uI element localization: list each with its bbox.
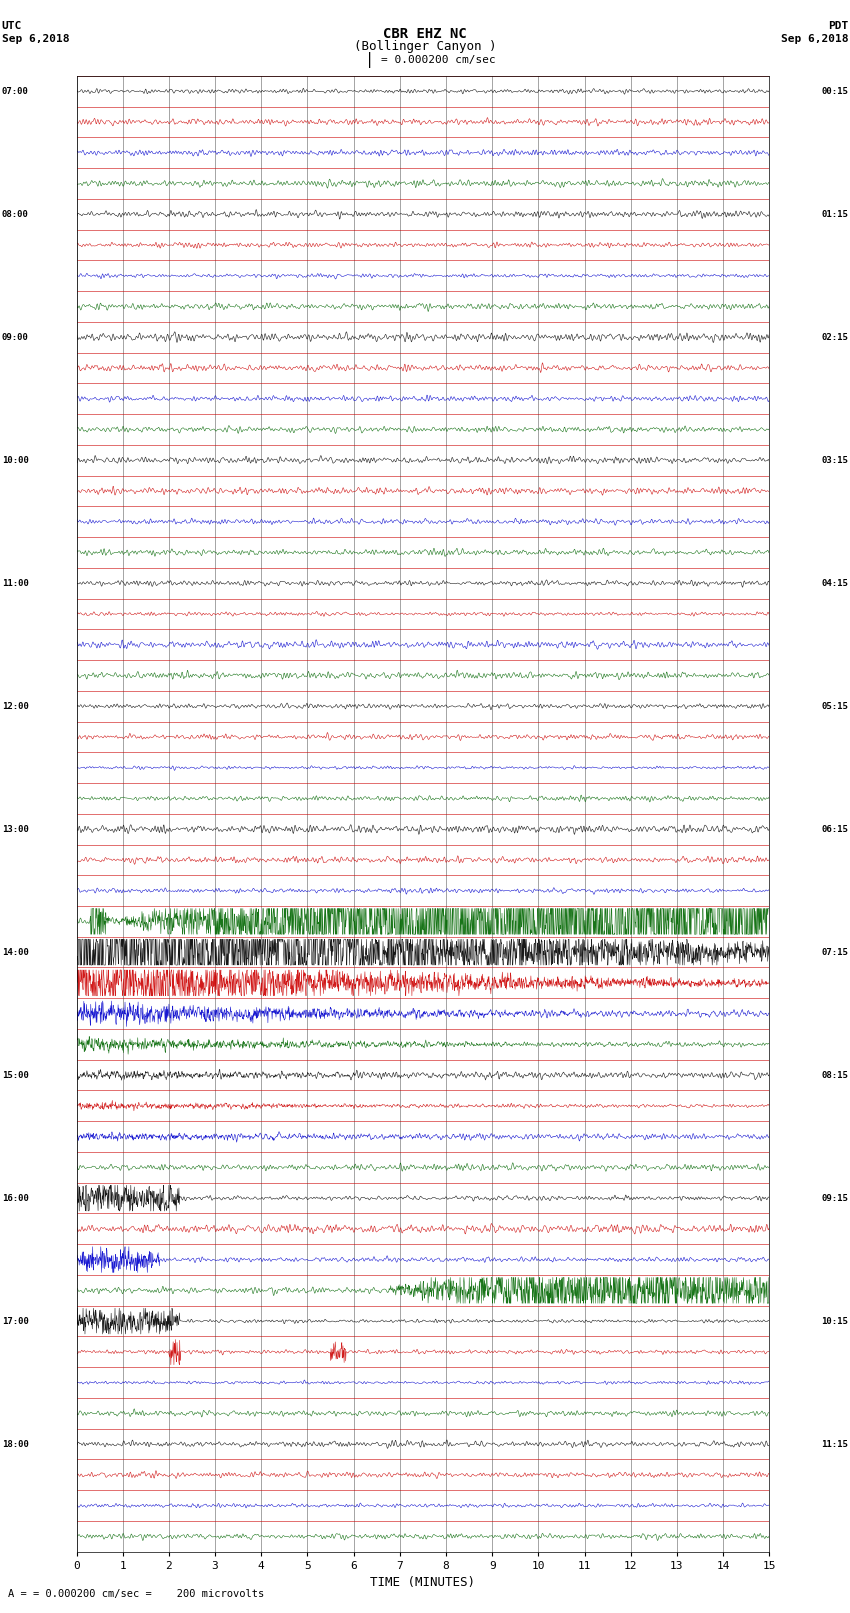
Text: 00:15: 00:15: [821, 87, 848, 95]
X-axis label: TIME (MINUTES): TIME (MINUTES): [371, 1576, 475, 1589]
Text: UTC: UTC: [2, 21, 22, 31]
Text: 01:15: 01:15: [821, 210, 848, 219]
Text: 14:00: 14:00: [2, 947, 29, 957]
Text: 06:15: 06:15: [821, 824, 848, 834]
Text: 11:15: 11:15: [821, 1439, 848, 1448]
Text: 10:15: 10:15: [821, 1316, 848, 1326]
Text: 16:00: 16:00: [2, 1194, 29, 1203]
Text: Sep 6,2018: Sep 6,2018: [781, 34, 848, 44]
Text: 09:15: 09:15: [821, 1194, 848, 1203]
Text: 11:00: 11:00: [2, 579, 29, 587]
Text: 04:15: 04:15: [821, 579, 848, 587]
Text: 10:00: 10:00: [2, 455, 29, 465]
Text: 15:00: 15:00: [2, 1071, 29, 1079]
Text: 02:15: 02:15: [821, 332, 848, 342]
Text: Sep 6,2018: Sep 6,2018: [2, 34, 69, 44]
Text: 07:00: 07:00: [2, 87, 29, 95]
Text: 17:00: 17:00: [2, 1316, 29, 1326]
Text: (Bollinger Canyon ): (Bollinger Canyon ): [354, 40, 496, 53]
Text: PDT: PDT: [828, 21, 848, 31]
Text: 18:00: 18:00: [2, 1439, 29, 1448]
Text: A = = 0.000200 cm/sec =    200 microvolts: A = = 0.000200 cm/sec = 200 microvolts: [8, 1589, 264, 1598]
Text: 05:15: 05:15: [821, 702, 848, 711]
Text: 07:15: 07:15: [821, 947, 848, 957]
Text: 08:00: 08:00: [2, 210, 29, 219]
Text: 13:00: 13:00: [2, 824, 29, 834]
Text: = 0.000200 cm/sec: = 0.000200 cm/sec: [381, 55, 496, 65]
Text: 09:00: 09:00: [2, 332, 29, 342]
Text: CBR EHZ NC: CBR EHZ NC: [383, 27, 467, 40]
Text: 12:00: 12:00: [2, 702, 29, 711]
Text: 08:15: 08:15: [821, 1071, 848, 1079]
Text: 03:15: 03:15: [821, 455, 848, 465]
Text: |: |: [366, 52, 374, 68]
